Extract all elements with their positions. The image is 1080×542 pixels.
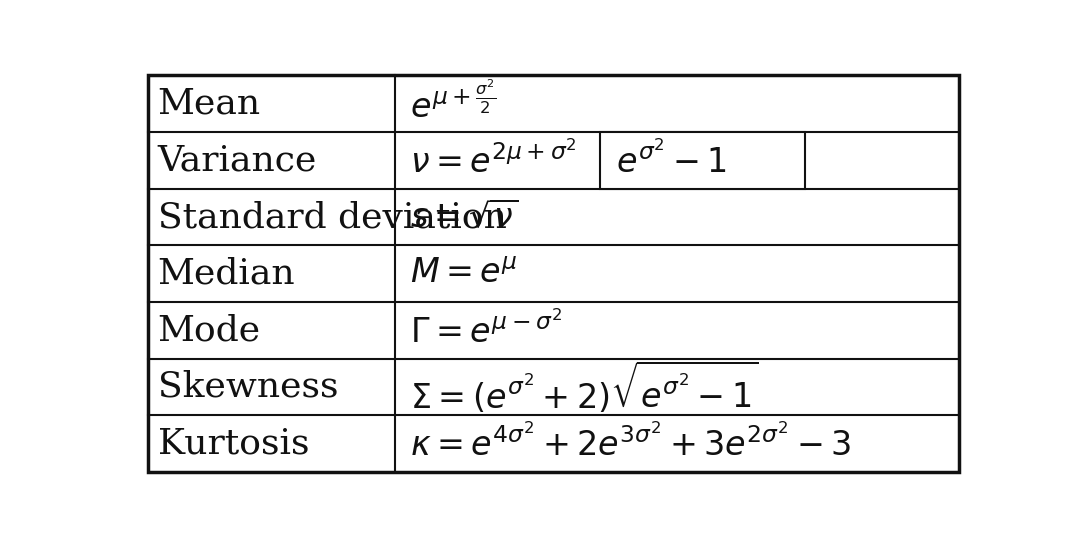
Text: Variance: Variance [158, 144, 316, 177]
Text: $s = \sqrt{\nu}$: $s = \sqrt{\nu}$ [410, 200, 518, 234]
Text: $\kappa = e^{4\sigma^2}+2e^{3\sigma^2}+3e^{2\sigma^2}-3$: $\kappa = e^{4\sigma^2}+2e^{3\sigma^2}+3… [410, 424, 851, 463]
Text: $e^{\sigma^2}-1$: $e^{\sigma^2}-1$ [617, 141, 727, 180]
Text: Mode: Mode [158, 313, 260, 347]
Text: Kurtosis: Kurtosis [158, 427, 309, 461]
Text: Median: Median [158, 257, 295, 291]
Text: Mean: Mean [158, 87, 260, 121]
Bar [599, 132, 805, 189]
Text: $\Gamma = e^{\mu-\sigma^2}$: $\Gamma = e^{\mu-\sigma^2}$ [410, 311, 563, 350]
Text: Skewness: Skewness [158, 370, 338, 404]
Text: $M = e^{\mu}$: $M = e^{\mu}$ [410, 257, 518, 290]
Text: $\nu = e^{2\mu+\sigma^2}$: $\nu = e^{2\mu+\sigma^2}$ [410, 141, 577, 180]
Text: $e^{\mu+\frac{\sigma^2}{2}}$: $e^{\mu+\frac{\sigma^2}{2}}$ [410, 82, 497, 125]
Text: Standard deviation: Standard deviation [158, 200, 507, 234]
Bar [599, 132, 805, 189]
Text: $\Sigma = (e^{\sigma^2}+2)\sqrt{e^{\sigma^2}-1}$: $\Sigma = (e^{\sigma^2}+2)\sqrt{e^{\sigm… [410, 359, 759, 415]
